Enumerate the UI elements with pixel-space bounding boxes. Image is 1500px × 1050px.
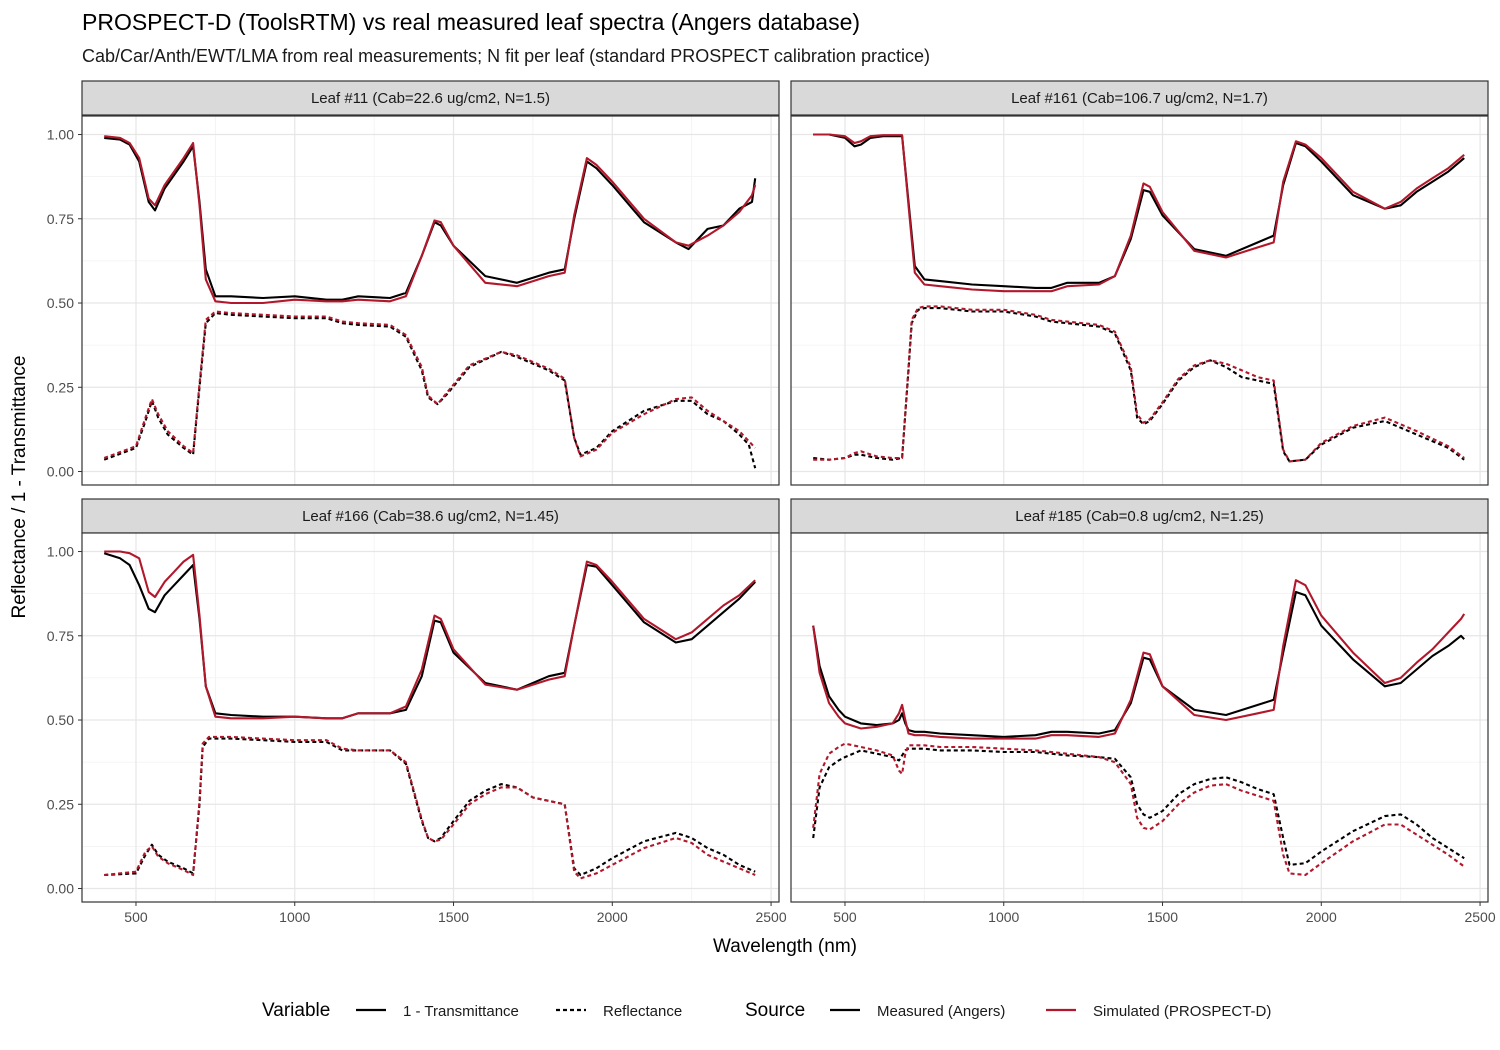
legend-label-reflectance: Reflectance xyxy=(603,1003,682,1020)
series-line-simulated-transmittance xyxy=(104,135,757,305)
legend-title-source: Source xyxy=(745,1000,805,1021)
facet-strip-label: Leaf #11 (Cab=22.6 ug/cm2, N=1.5) xyxy=(311,90,550,107)
y-tick-label: 0.75 xyxy=(47,211,74,227)
facet-panel-3: Leaf #166 (Cab=38.6 ug/cm2, N=1.45) 0.00 0… xyxy=(47,498,787,925)
series-line-simulated-transmittance xyxy=(104,550,756,720)
legend-label-measured: Measured (Angers) xyxy=(877,1003,1005,1020)
facet-strip-label: Leaf #166 (Cab=38.6 ug/cm2, N=1.45) xyxy=(302,508,559,525)
series-line-measured-transmittance xyxy=(104,136,757,301)
y-tick-label: 0.75 xyxy=(47,628,74,644)
x-tick-label: 2500 xyxy=(755,909,786,925)
y-tick-label: 1.00 xyxy=(47,544,74,560)
series-group xyxy=(813,133,1465,463)
x-axis-title: Wavelength (nm) xyxy=(713,936,857,957)
x-tick-label: 2000 xyxy=(597,909,628,925)
y-tick-label: 0.00 xyxy=(47,464,74,480)
facet-strip-label: Leaf #161 (Cab=106.7 ug/cm2, N=1.7) xyxy=(1011,90,1268,107)
series-line-measured-reflectance xyxy=(812,747,1465,866)
panel-border xyxy=(81,532,780,903)
x-tick-label: 500 xyxy=(833,909,857,925)
panel-border xyxy=(81,115,780,486)
y-tick-label: 0.00 xyxy=(47,881,74,897)
series-line-measured-transmittance xyxy=(103,552,756,720)
x-tick-label: 2000 xyxy=(1306,909,1337,925)
facet-panels: Leaf #11 (Cab=22.6 ug/cm2, N=1.5) 0.00 0.2… xyxy=(47,80,1496,925)
y-tick-label: 0.25 xyxy=(47,796,74,812)
x-tick-label: 1000 xyxy=(988,909,1019,925)
facet-strip-label: Leaf #185 (Cab=0.8 ug/cm2, N=1.25) xyxy=(1015,508,1264,525)
facet-strip xyxy=(81,80,780,116)
panel-border xyxy=(790,115,1489,486)
y-tick-label: 0.25 xyxy=(47,379,74,395)
panel-background xyxy=(791,533,1488,902)
facet-strip xyxy=(790,498,1489,534)
series-line-measured-reflectance xyxy=(103,312,757,469)
x-tick-label: 500 xyxy=(124,909,148,925)
x-tick-label: 1500 xyxy=(1147,909,1178,925)
series-line-measured-reflectance xyxy=(104,737,756,877)
x-tick-label: 1500 xyxy=(438,909,469,925)
legend-label-simulated: Simulated (PROSPECT-D) xyxy=(1093,1003,1271,1020)
series-group xyxy=(103,550,756,880)
y-tick-label: 0.50 xyxy=(47,712,74,728)
series-group xyxy=(812,579,1466,877)
x-tick-label: 2500 xyxy=(1464,909,1495,925)
facet-panel-4: Leaf #185 (Cab=0.8 ug/cm2, N=1.25) 500 100… xyxy=(790,498,1496,925)
series-line-measured-reflectance xyxy=(813,307,1465,463)
series-line-simulated-reflectance xyxy=(104,735,756,880)
legend: Variable 1 - Transmittance Reflectance S… xyxy=(262,1000,1271,1021)
y-axis-title: Reflectance / 1 - Transmittance xyxy=(9,356,30,619)
series-line-simulated-reflectance xyxy=(812,742,1465,877)
chart-title: PROSPECT-D (ToolsRTM) vs real measured l… xyxy=(82,9,860,35)
series-line-simulated-transmittance xyxy=(813,133,1465,293)
x-tick-label: 1000 xyxy=(279,909,310,925)
chart-subtitle: Cab/Car/Anth/EWT/LMA from real measureme… xyxy=(82,46,930,66)
facet-panel-2: Leaf #161 (Cab=106.7 ug/cm2, N=1.7) xyxy=(790,80,1489,486)
y-tick-label: 1.00 xyxy=(47,127,74,143)
series-line-simulated-reflectance xyxy=(103,310,756,459)
facet-strip xyxy=(790,80,1489,116)
facet-strip xyxy=(81,498,780,534)
legend-title-variable: Variable xyxy=(262,1000,330,1021)
legend-label-transmittance: 1 - Transmittance xyxy=(403,1003,519,1020)
panel-border xyxy=(790,532,1489,903)
series-line-simulated-transmittance xyxy=(812,579,1466,740)
y-tick-label: 0.50 xyxy=(47,295,74,311)
series-group xyxy=(103,135,757,469)
facet-panel-1: Leaf #11 (Cab=22.6 ug/cm2, N=1.5) 0.00 0.2… xyxy=(47,80,780,486)
panel-background xyxy=(82,116,779,485)
